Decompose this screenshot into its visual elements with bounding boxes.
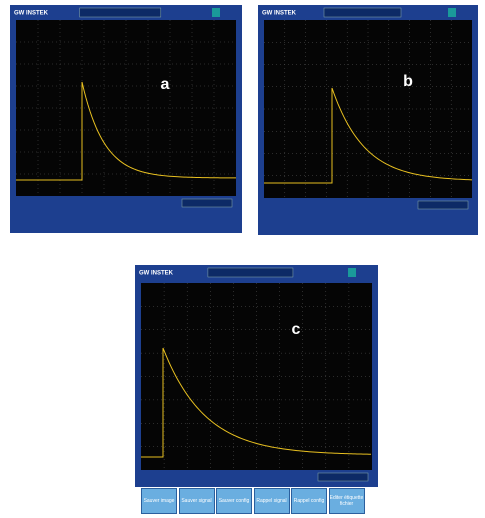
panel-label: c [292,321,301,338]
softkey[interactable]: Sauver signal [179,488,215,514]
oscilloscope-panel: GW INSTEK b [258,5,478,235]
panel-label: a [161,76,170,93]
bottom-readout [418,201,468,209]
status-box [80,8,161,17]
brand: GW INSTEK [14,11,49,17]
panel-label: b [403,73,413,90]
status-box [212,8,220,17]
softkey[interactable]: Sauver image [141,488,177,514]
status-box [448,8,456,17]
bottom-readout [182,199,232,207]
softkey[interactable]: Rappel config [291,488,327,514]
oscilloscope-panel: GW INSTEK c [135,265,378,487]
status-box [348,268,356,277]
softkey[interactable]: Editer étiquette fichier [329,488,365,514]
softkey[interactable]: Rappel signal [254,488,290,514]
softkey[interactable]: Sauver config [216,488,252,514]
oscilloscope-panel: GW INSTEK a [10,5,242,233]
brand: GW INSTEK [262,11,297,17]
bottom-readout [318,473,368,481]
brand: GW INSTEK [139,271,174,277]
status-box [324,8,401,17]
figure: GW INSTEKaGW INSTEKbGW INSTEKc (() => { … [0,0,485,518]
figure-canvas: GW INSTEK a GW INSTEK b GW INSTEK c [0,0,485,518]
status-box [208,268,293,277]
